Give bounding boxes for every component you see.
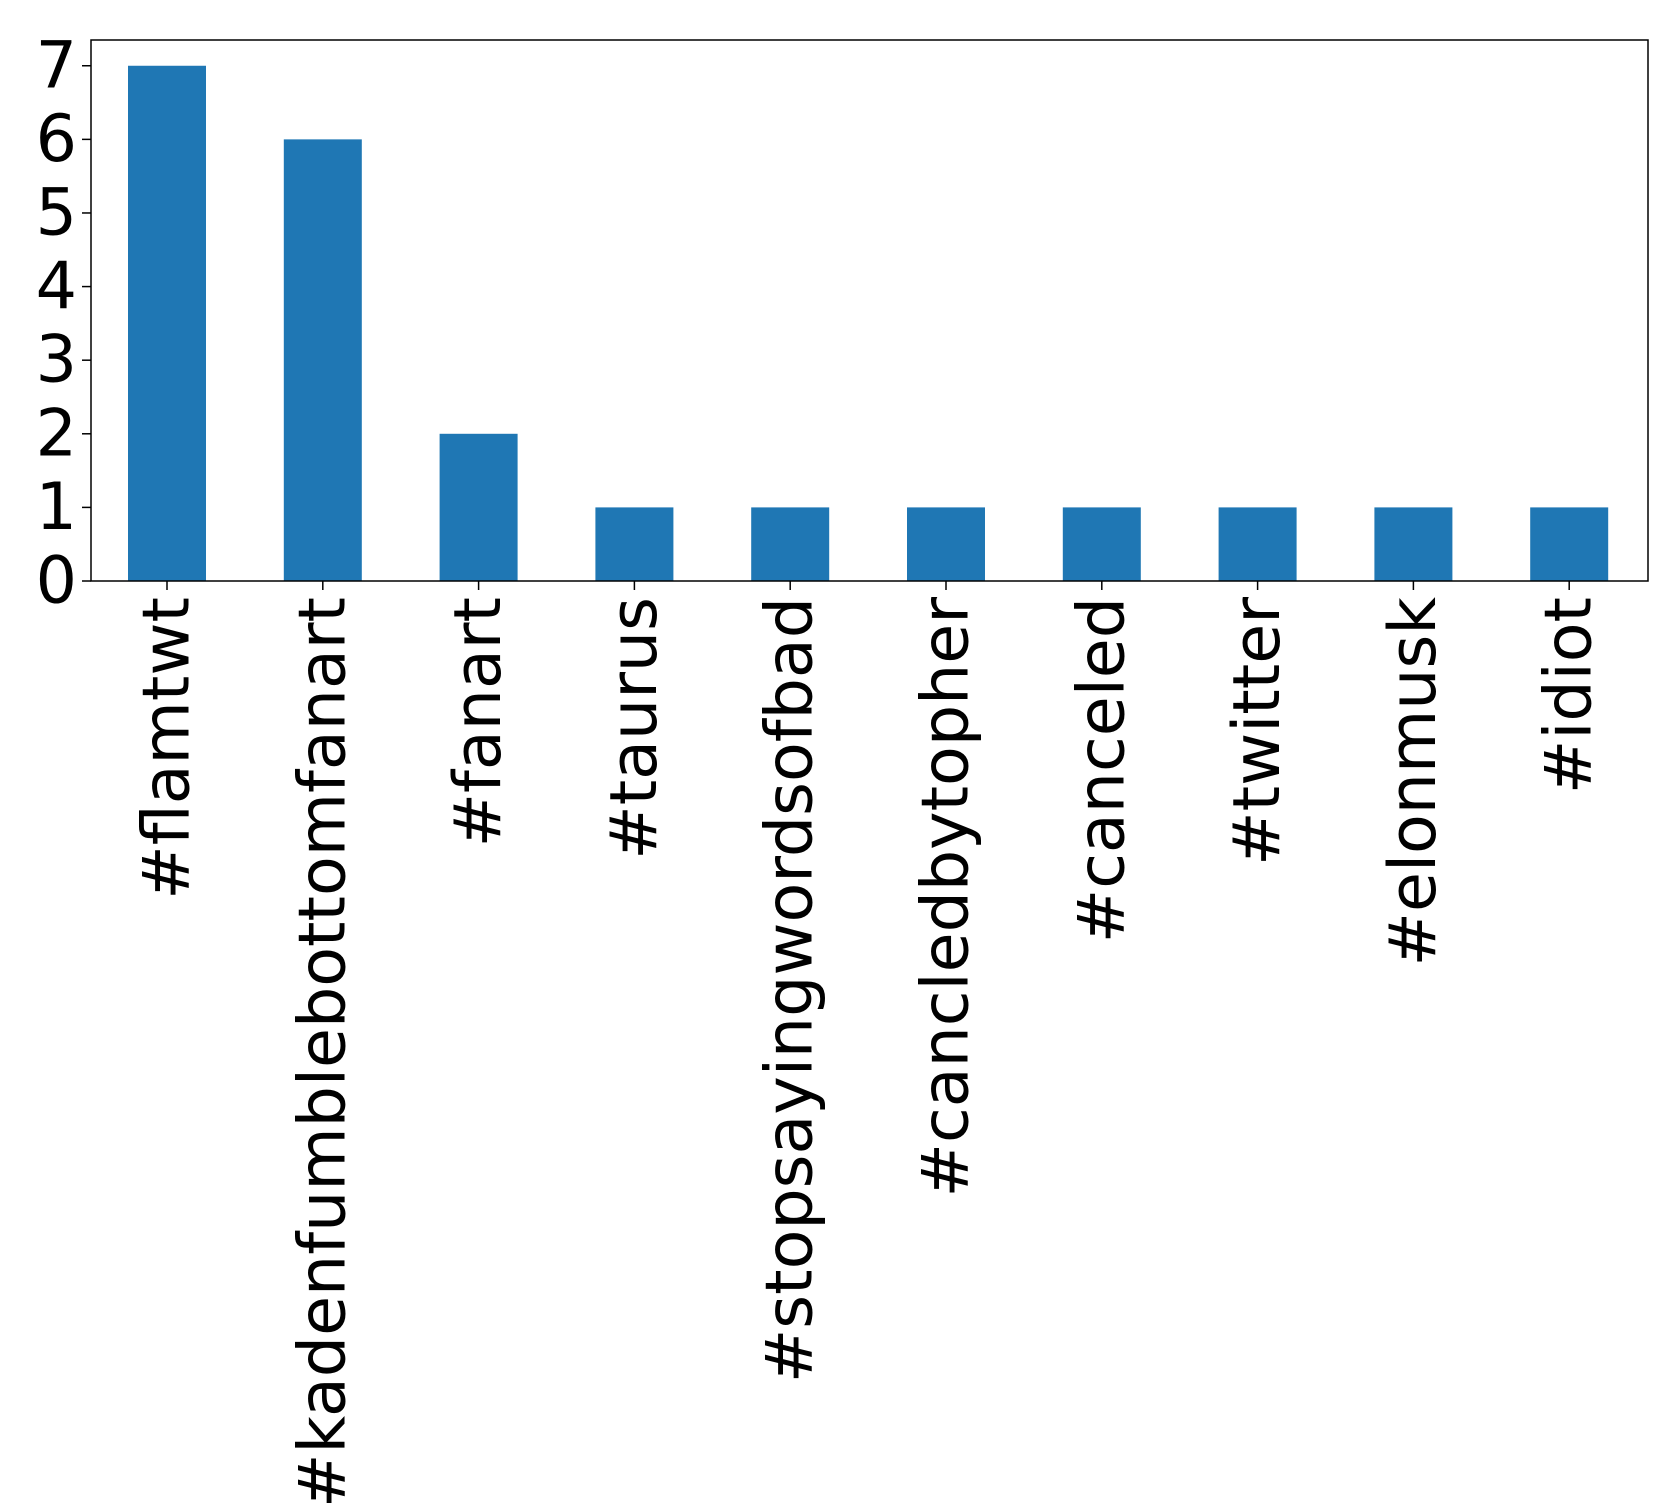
x-tick-label: #twitter bbox=[1220, 597, 1295, 866]
x-tick-label: #fanart bbox=[441, 597, 516, 847]
x-tick-label: #cancledbytopher bbox=[909, 597, 984, 1198]
x-tick-label: #kadenfumblebottomfanart bbox=[285, 597, 360, 1503]
y-tick-label: 1 bbox=[36, 470, 77, 545]
bar bbox=[1530, 507, 1609, 581]
y-tick-label: 7 bbox=[36, 28, 77, 103]
bars-group bbox=[128, 65, 1609, 581]
y-tick-label: 0 bbox=[36, 544, 77, 619]
bar bbox=[1218, 507, 1297, 581]
x-tick-label: #flamtwt bbox=[130, 597, 205, 900]
y-tick-label: 3 bbox=[36, 323, 77, 398]
x-tick-label: #elonmusk bbox=[1376, 597, 1451, 967]
bar bbox=[1062, 507, 1141, 581]
bar bbox=[283, 139, 362, 581]
bar bbox=[595, 507, 674, 581]
y-tick-label: 6 bbox=[36, 102, 77, 177]
y-tick-label: 2 bbox=[36, 396, 77, 471]
y-tick-label: 4 bbox=[36, 249, 77, 324]
x-tick-label: #taurus bbox=[597, 597, 672, 860]
bar bbox=[439, 433, 518, 581]
y-tick-label: 5 bbox=[36, 175, 77, 250]
x-tick-label: #canceled bbox=[1064, 597, 1139, 943]
x-axis: #flamtwt #kadenfumblebottomfanart #fanart #… bbox=[130, 581, 1607, 1503]
bar bbox=[751, 507, 830, 581]
bar bbox=[128, 65, 206, 581]
x-tick-label: #idiot bbox=[1532, 597, 1607, 794]
x-tick-label: #stopsayingwordsofbad bbox=[753, 597, 828, 1383]
bar bbox=[1374, 507, 1453, 581]
plot-area-frame bbox=[90, 39, 1649, 582]
bar bbox=[907, 507, 985, 581]
